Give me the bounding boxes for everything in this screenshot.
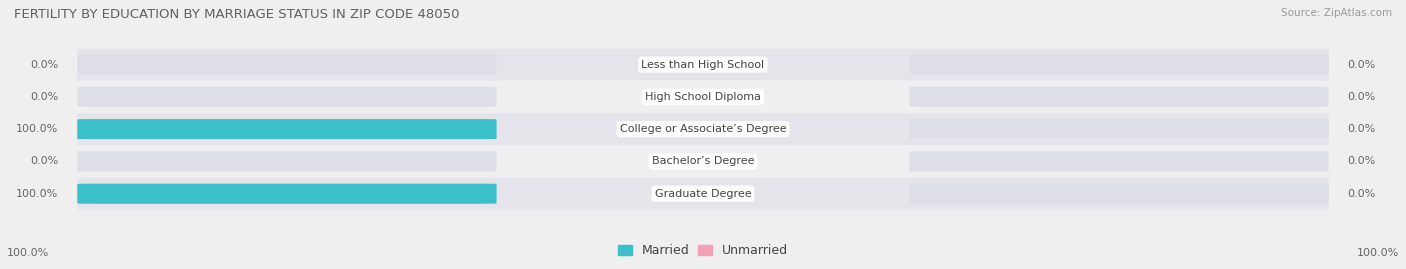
FancyBboxPatch shape <box>77 151 496 171</box>
Text: Bachelor’s Degree: Bachelor’s Degree <box>652 156 754 167</box>
FancyBboxPatch shape <box>910 119 1329 139</box>
FancyBboxPatch shape <box>77 146 1329 177</box>
Text: 0.0%: 0.0% <box>31 156 59 167</box>
Text: 100.0%: 100.0% <box>7 248 49 258</box>
Text: 0.0%: 0.0% <box>1347 124 1375 134</box>
Text: 0.0%: 0.0% <box>1347 189 1375 199</box>
FancyBboxPatch shape <box>910 87 1329 107</box>
Legend: Married, Unmarried: Married, Unmarried <box>619 244 787 257</box>
Text: 100.0%: 100.0% <box>17 189 59 199</box>
FancyBboxPatch shape <box>77 113 1329 145</box>
FancyBboxPatch shape <box>77 49 1329 80</box>
FancyBboxPatch shape <box>77 184 496 204</box>
FancyBboxPatch shape <box>77 81 1329 113</box>
Text: Less than High School: Less than High School <box>641 59 765 70</box>
Text: 0.0%: 0.0% <box>1347 156 1375 167</box>
Text: 0.0%: 0.0% <box>31 92 59 102</box>
FancyBboxPatch shape <box>77 119 496 139</box>
Text: 0.0%: 0.0% <box>1347 92 1375 102</box>
Text: 0.0%: 0.0% <box>1347 59 1375 70</box>
Text: 0.0%: 0.0% <box>31 59 59 70</box>
FancyBboxPatch shape <box>77 55 496 75</box>
FancyBboxPatch shape <box>910 184 1329 204</box>
Text: Graduate Degree: Graduate Degree <box>655 189 751 199</box>
Text: 100.0%: 100.0% <box>17 124 59 134</box>
FancyBboxPatch shape <box>77 87 496 107</box>
Text: College or Associate’s Degree: College or Associate’s Degree <box>620 124 786 134</box>
FancyBboxPatch shape <box>77 119 496 139</box>
FancyBboxPatch shape <box>77 184 496 204</box>
FancyBboxPatch shape <box>910 55 1329 75</box>
FancyBboxPatch shape <box>910 151 1329 171</box>
FancyBboxPatch shape <box>77 178 1329 210</box>
Text: FERTILITY BY EDUCATION BY MARRIAGE STATUS IN ZIP CODE 48050: FERTILITY BY EDUCATION BY MARRIAGE STATU… <box>14 8 460 21</box>
Text: Source: ZipAtlas.com: Source: ZipAtlas.com <box>1281 8 1392 18</box>
Text: High School Diploma: High School Diploma <box>645 92 761 102</box>
Text: 100.0%: 100.0% <box>1357 248 1399 258</box>
